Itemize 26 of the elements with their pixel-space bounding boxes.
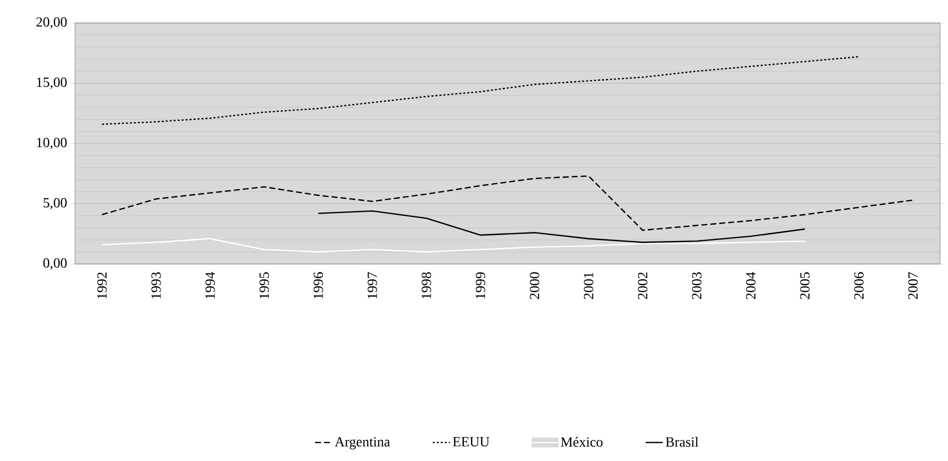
x-tick-label: 2003 bbox=[692, 272, 702, 300]
x-tick-label: 1997 bbox=[368, 272, 378, 298]
x-tick-label: 2002 bbox=[638, 272, 648, 300]
y-tick-label: 20,00 bbox=[36, 17, 67, 29]
x-tick-label: 1993 bbox=[151, 272, 161, 298]
x-tick-label: 1992 bbox=[97, 272, 107, 298]
x-tick-label: 1998 bbox=[422, 272, 432, 298]
legend-label: EEUU bbox=[452, 437, 490, 446]
x-tick-label: 2006 bbox=[854, 272, 864, 300]
y-tick-label: 0,00 bbox=[43, 258, 67, 270]
y-tick-label: 15,00 bbox=[37, 78, 67, 89]
x-tick-label: 2000 bbox=[530, 272, 540, 300]
line-series bbox=[318, 210, 806, 243]
y-tick-label: 5,00 bbox=[44, 198, 67, 210]
legend-label: Brasil bbox=[666, 436, 698, 447]
legend-label: Argentina bbox=[334, 437, 390, 450]
x-tick-label: 1996 bbox=[314, 272, 323, 298]
legend-label: México bbox=[560, 436, 603, 447]
x-tick-label: 1995 bbox=[260, 272, 269, 298]
x-tick-label: 2001 bbox=[584, 272, 594, 300]
x-tick-label: 2004 bbox=[746, 272, 756, 300]
x-tick-label: 2007 bbox=[908, 272, 918, 300]
y-tick-label: 10,00 bbox=[37, 138, 67, 150]
x-tick-label: 2005 bbox=[800, 272, 810, 300]
x-tick-label: 1999 bbox=[476, 272, 486, 298]
x-tick-label: 1994 bbox=[205, 272, 215, 298]
